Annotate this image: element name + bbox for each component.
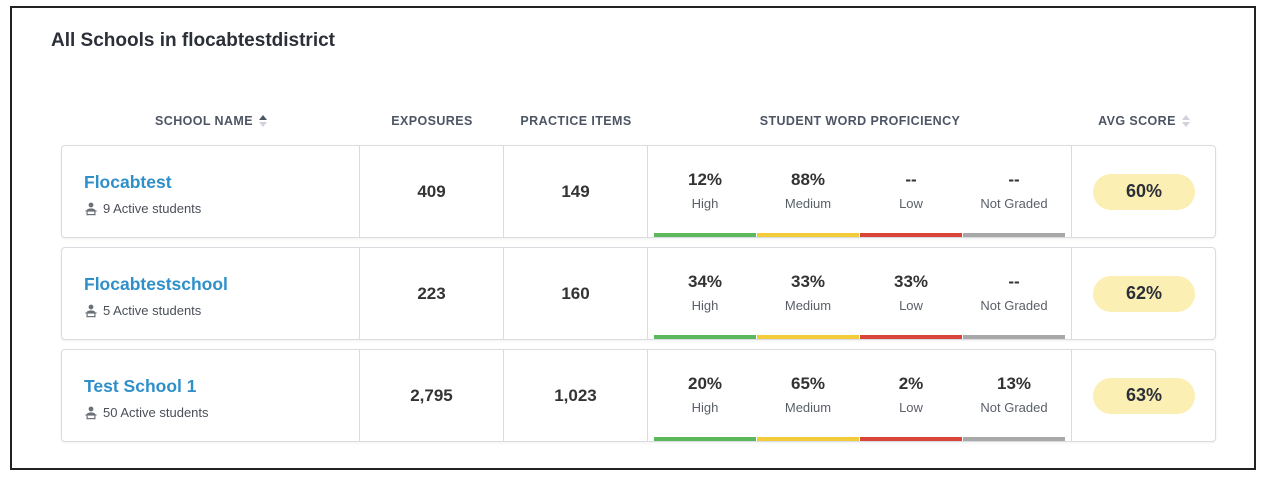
active-students: 5 Active students <box>84 303 201 318</box>
active-students: 9 Active students <box>84 201 201 216</box>
proficiency-not-graded-percent: -- <box>1008 272 1020 291</box>
proficiency-medium-label: Medium <box>784 298 832 313</box>
proficiency-low-percent: 33% <box>893 272 929 291</box>
proficiency-low-label: Low <box>899 298 923 313</box>
column-header-practice-items: PRACTICE ITEMS <box>520 114 632 128</box>
avg-score-badge: 60% <box>1093 173 1195 210</box>
proficiency-low: 2% Low <box>860 374 962 415</box>
active-students-label: 50 Active students <box>103 405 209 420</box>
proficiency-high-percent: 34% <box>687 272 723 291</box>
proficiency-medium: 33% Medium <box>757 272 859 313</box>
avg-score-badge: 63% <box>1093 377 1195 414</box>
column-header-avg-score[interactable]: AVG SCORE <box>1072 114 1216 128</box>
proficiency-not-graded: 13% Not Graded <box>963 374 1065 415</box>
proficiency-not-graded-percent: 13% <box>996 374 1032 393</box>
proficiency-low: 33% Low <box>860 272 962 313</box>
proficiency-medium-label: Medium <box>784 400 832 415</box>
proficiency-high-percent: 12% <box>687 170 723 189</box>
exposures-cell: 2,795 <box>360 350 504 441</box>
proficiency-not-graded-label: Not Graded <box>980 400 1048 415</box>
school-cell: Flocabtestschool 5 Active students <box>62 248 360 339</box>
proficiency-high-bar <box>654 437 756 441</box>
proficiency-cell: 34% High 33% Medium 33% Low -- Not Graded <box>648 248 1072 339</box>
school-cell: Flocabtest 9 Active students <box>62 146 360 237</box>
column-header-school-name-label: SCHOOL NAME <box>155 114 253 128</box>
proficiency-medium-bar <box>757 233 859 237</box>
student-icon <box>85 304 97 317</box>
exposures-cell: 409 <box>360 146 504 237</box>
student-icon <box>85 406 97 419</box>
avg-score-badge: 62% <box>1093 275 1195 312</box>
page-title: All Schools in flocabtestdistrict <box>51 30 335 51</box>
exposures-value: 223 <box>417 284 446 303</box>
proficiency-high-label: High <box>691 400 719 415</box>
proficiency-not-graded-bar <box>963 335 1065 339</box>
proficiency-not-graded-label: Not Graded <box>980 298 1048 313</box>
proficiency-high: 34% High <box>654 272 756 313</box>
school-name-link[interactable]: Test School 1 <box>84 376 197 396</box>
student-icon <box>85 202 97 215</box>
proficiency-high-bar <box>654 335 756 339</box>
proficiency-high-label: High <box>691 196 719 211</box>
proficiency-high-percent: 20% <box>687 374 723 393</box>
proficiency-high-bar <box>654 233 756 237</box>
active-students-label: 9 Active students <box>103 201 202 216</box>
proficiency-cell: 20% High 65% Medium 2% Low 13% Not Graded <box>648 350 1072 441</box>
column-header-student-word-proficiency: STUDENT WORD PROFICIENCY <box>759 114 961 128</box>
sort-icon[interactable] <box>1181 115 1190 127</box>
table-row: Flocabtestschool 5 Active students 223 160 3… <box>61 247 1216 340</box>
proficiency-not-graded-bar <box>963 437 1065 441</box>
school-name-link[interactable]: Flocabtest <box>84 172 172 192</box>
proficiency-medium-percent: 65% <box>790 374 826 393</box>
proficiency-medium-bar <box>757 335 859 339</box>
proficiency-low-bar <box>860 233 962 237</box>
active-students: 50 Active students <box>84 405 209 420</box>
practice-items-value: 149 <box>561 182 590 201</box>
proficiency-low-label: Low <box>899 400 923 415</box>
proficiency-medium: 88% Medium <box>757 170 859 211</box>
proficiency-not-graded: -- Not Graded <box>963 272 1065 313</box>
proficiency-cell: 12% High 88% Medium -- Low -- Not Graded <box>648 146 1072 237</box>
proficiency-medium-percent: 88% <box>790 170 826 189</box>
proficiency-low-percent: 2% <box>898 374 924 393</box>
practice-items-cell: 149 <box>504 146 648 237</box>
proficiency-high: 20% High <box>654 374 756 415</box>
column-header-avg-score-label: AVG SCORE <box>1098 114 1176 128</box>
proficiency-low: -- Low <box>860 170 962 211</box>
avg-score-cell: 62% <box>1072 248 1216 339</box>
table-row: Flocabtest 9 Active students 409 149 12% High… <box>61 145 1216 238</box>
proficiency-high-label: High <box>691 298 719 313</box>
proficiency-low-percent: -- <box>905 170 917 189</box>
proficiency-not-graded-percent: -- <box>1008 170 1020 189</box>
avg-score-cell: 63% <box>1072 350 1216 441</box>
column-header-exposures: EXPOSURES <box>391 114 473 128</box>
sort-ascending-icon[interactable] <box>258 115 267 127</box>
avg-score-cell: 60% <box>1072 146 1216 237</box>
practice-items-value: 160 <box>561 284 590 303</box>
proficiency-medium-label: Medium <box>784 196 832 211</box>
exposures-cell: 223 <box>360 248 504 339</box>
proficiency-low-bar <box>860 335 962 339</box>
proficiency-not-graded-bar <box>963 233 1065 237</box>
proficiency-low-label: Low <box>899 196 923 211</box>
proficiency-high: 12% High <box>654 170 756 211</box>
proficiency-medium: 65% Medium <box>757 374 859 415</box>
proficiency-not-graded-label: Not Graded <box>980 196 1048 211</box>
column-header-school-name[interactable]: SCHOOL NAME <box>62 114 360 128</box>
proficiency-medium-percent: 33% <box>790 272 826 291</box>
active-students-label: 5 Active students <box>103 303 202 318</box>
exposures-value: 2,795 <box>410 386 453 405</box>
practice-items-cell: 160 <box>504 248 648 339</box>
proficiency-low-bar <box>860 437 962 441</box>
exposures-value: 409 <box>417 182 446 201</box>
practice-items-value: 1,023 <box>554 386 597 405</box>
school-cell: Test School 1 50 Active students <box>62 350 360 441</box>
proficiency-medium-bar <box>757 437 859 441</box>
practice-items-cell: 1,023 <box>504 350 648 441</box>
school-name-link[interactable]: Flocabtestschool <box>84 274 228 294</box>
table-row: Test School 1 50 Active students 2,795 1,02… <box>61 349 1216 442</box>
table-header: SCHOOL NAME EXPOSURES PRACTICE ITEMS STU… <box>62 114 1216 132</box>
proficiency-not-graded: -- Not Graded <box>963 170 1065 211</box>
